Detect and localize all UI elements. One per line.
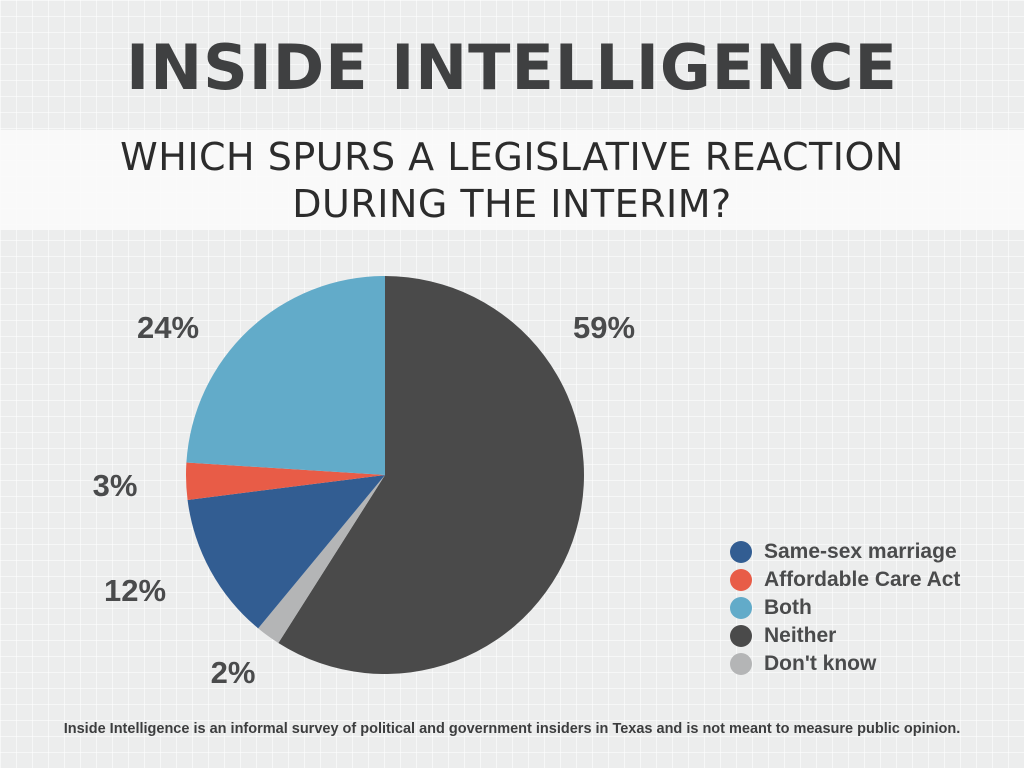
chart-question-line-1: WHICH SPURS A LEGISLATIVE REACTION — [120, 135, 904, 179]
pie-slices — [186, 276, 585, 674]
pie-slice-neither — [278, 276, 585, 674]
legend-swatch — [730, 541, 752, 563]
footnote: Inside Intelligence is an informal surve… — [63, 721, 961, 737]
legend-item-both: Both — [730, 594, 960, 622]
legend-item-affordable-care-act: Affordable Care Act — [730, 566, 960, 594]
pie-slice-both — [186, 276, 385, 475]
legend-item-don-t-know: Don't know — [730, 650, 960, 678]
pie-labels: 59% 2% 12% 3% 24% — [93, 310, 635, 690]
legend-label: Affordable Care Act — [764, 568, 961, 591]
legend-item-same-sex-marriage: Same-sex marriage — [730, 538, 960, 566]
chart-question-line-2: DURING THE INTERIM? — [292, 182, 732, 226]
data-label-neither: 59% — [573, 310, 635, 345]
page-title: INSIDE INTELLIGENCE — [126, 31, 898, 104]
legend-label: Same-sex marriage — [764, 540, 957, 563]
legend-swatch — [730, 597, 752, 619]
question-band — [0, 130, 1024, 230]
legend-swatch — [730, 653, 752, 675]
legend-item-neither: Neither — [730, 622, 960, 650]
data-label-both: 24% — [137, 310, 199, 345]
pie-slice-affordable-care-act — [186, 462, 385, 500]
legend-swatch — [730, 625, 752, 647]
pie-slice-same-sex-marriage — [187, 475, 385, 629]
chart-legend: Same-sex marriage Affordable Care Act Both… — [730, 538, 960, 678]
data-label-same-sex-marriage: 12% — [104, 573, 166, 608]
legend-label: Don't know — [764, 652, 877, 675]
legend-label: Both — [764, 596, 812, 619]
legend-swatch — [730, 569, 752, 591]
data-label-don-t-know: 2% — [211, 655, 256, 690]
data-label-affordable-care-act: 3% — [93, 468, 138, 503]
pie-slice-don-t-know — [258, 475, 385, 644]
chart-question: WHICH SPURS A LEGISLATIVE REACTION DURIN… — [0, 134, 1024, 228]
legend-label: Neither — [764, 624, 837, 647]
